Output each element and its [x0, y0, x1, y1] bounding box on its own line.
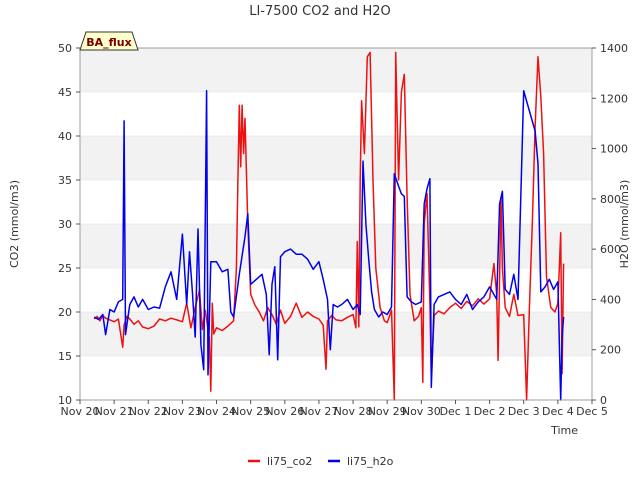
- y-right-axis-label: H2O (mmol/m3): [618, 180, 631, 269]
- grid-band: [80, 224, 592, 268]
- x-tick-label: Dec 4: [542, 405, 574, 418]
- y-right-tick-label: 400: [600, 293, 621, 306]
- y-right-tick-label: 0: [600, 394, 607, 407]
- legend-label-li75_h2o: li75_h2o: [347, 455, 394, 468]
- y-left-tick-label: 10: [58, 394, 72, 407]
- x-tick-label: Nov 23: [163, 405, 202, 418]
- x-tick-label: Dec 5: [576, 405, 608, 418]
- y-left-tick-label: 50: [58, 42, 72, 55]
- y-left-axis: 10 15 20 25 30 35 40 45 50: [58, 42, 80, 407]
- grid-band: [80, 136, 592, 180]
- series-line-li75_co2: [93, 51, 565, 401]
- y-left-tick-label: 45: [58, 86, 72, 99]
- y-right-tick-label: 1400: [600, 42, 628, 55]
- x-axis-label: Time: [550, 424, 578, 437]
- y-right-tick-label: 1000: [600, 143, 628, 156]
- series-line-li75_h2o: [93, 89, 565, 401]
- y-left-tick-label: 20: [58, 306, 72, 319]
- y-left-tick-label: 15: [58, 350, 72, 363]
- x-tick-label: Nov 22: [129, 405, 168, 418]
- legend: li75_co2 li75_h2o: [248, 455, 394, 468]
- y-right-axis: 0 200 400 600 800 1000 1200 1400: [592, 42, 628, 407]
- chart-title: LI-7500 CO2 and H2O: [249, 4, 391, 19]
- x-tick-label: Dec 1: [440, 405, 472, 418]
- x-tick-label: Nov 20: [61, 405, 100, 418]
- series-lines: [93, 51, 565, 401]
- grid-bands: [80, 47, 592, 401]
- legend-label-li75_co2: li75_co2: [267, 455, 312, 468]
- x-tick-label: Nov 24: [197, 405, 236, 418]
- x-tick-label: Nov 27: [299, 405, 338, 418]
- badge: BA_flux: [79, 31, 139, 51]
- x-tick-label: Dec 3: [508, 405, 540, 418]
- grid-band: [80, 312, 592, 356]
- y-right-tick-label: 600: [600, 243, 621, 256]
- y-right-tick-label: 200: [600, 344, 621, 357]
- badge-label: BA_flux: [86, 36, 131, 49]
- x-tick-label: Nov 21: [95, 405, 134, 418]
- grid-band: [80, 48, 592, 92]
- x-tick-label: Nov 29: [368, 405, 407, 418]
- x-tick-label: Nov 26: [265, 405, 304, 418]
- y-right-tick-label: 1200: [600, 92, 628, 105]
- x-tick-label: Nov 30: [402, 405, 441, 418]
- x-tick-label: Nov 25: [231, 405, 270, 418]
- y-left-tick-label: 30: [58, 218, 72, 231]
- x-tick-label: Dec 2: [474, 405, 506, 418]
- y-left-axis-label: CO2 (mmol/m3): [8, 180, 21, 268]
- y-left-tick-label: 40: [58, 130, 72, 143]
- y-left-tick-label: 25: [58, 262, 72, 275]
- y-right-tick-label: 800: [600, 193, 621, 206]
- y-left-tick-label: 35: [58, 174, 72, 187]
- x-tick-label: Nov 28: [334, 405, 373, 418]
